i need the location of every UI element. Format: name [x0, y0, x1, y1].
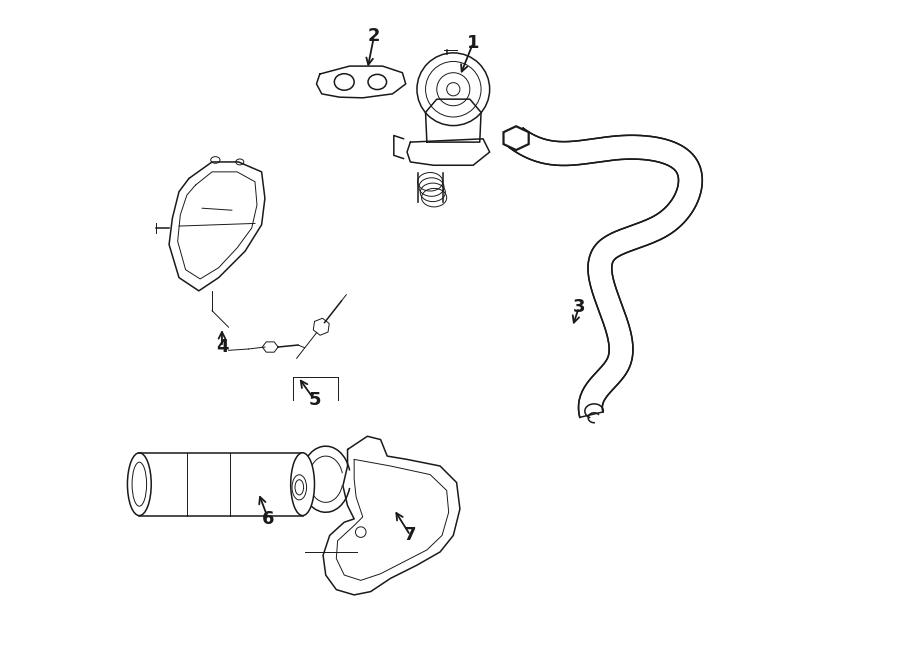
Polygon shape [503, 126, 528, 150]
Ellipse shape [291, 453, 314, 516]
Text: 1: 1 [467, 34, 480, 52]
Text: 4: 4 [216, 338, 229, 356]
Ellipse shape [128, 453, 151, 516]
Text: 5: 5 [308, 391, 320, 409]
Text: 7: 7 [404, 526, 417, 545]
Text: 2: 2 [368, 27, 380, 46]
Text: 3: 3 [572, 298, 585, 317]
Text: 6: 6 [262, 510, 274, 528]
Ellipse shape [292, 475, 307, 500]
